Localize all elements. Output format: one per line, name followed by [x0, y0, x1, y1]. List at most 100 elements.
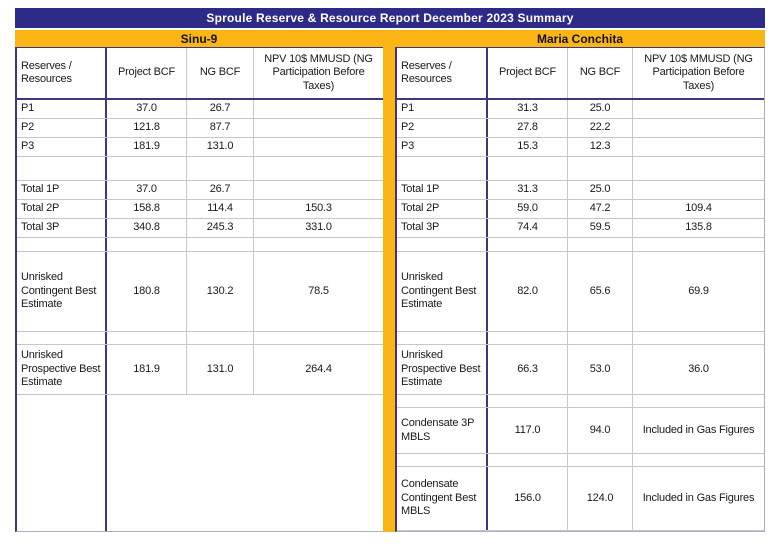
cell-ng-bcf: 94.0: [568, 408, 633, 453]
cell-ng-bcf: 12.3: [568, 138, 633, 156]
cell-project-bcf: 180.8: [107, 252, 187, 331]
cell-npv: [633, 332, 764, 344]
row-label: Total 2P: [17, 200, 107, 218]
cell-project-bcf: [488, 238, 568, 251]
header-row: Reserves / Resources Project BCF NG BCF …: [397, 48, 764, 100]
cell-ng-bcf: [568, 157, 633, 180]
cell-project-bcf: 31.3: [488, 100, 568, 118]
cell-project-bcf: 37.0: [107, 100, 187, 118]
cell-project-bcf: 82.0: [488, 252, 568, 331]
row-label: Total 3P: [17, 219, 107, 237]
cell-project-bcf: 117.0: [488, 408, 568, 453]
cell-ng-bcf: 131.0: [187, 138, 254, 156]
table-row: P3 15.3 12.3: [397, 138, 764, 157]
row-label: [17, 395, 107, 531]
row-label: Total 2P: [397, 200, 488, 218]
cell-npv: 36.0: [688, 362, 709, 375]
cell-ng-bcf: 131.0: [187, 345, 254, 394]
cell-project-bcf: 181.9: [107, 138, 187, 156]
row-label: [397, 157, 488, 180]
cell-npv: 135.8: [685, 221, 712, 234]
tables-body: Reserves / Resources Project BCF NG BCF …: [15, 47, 765, 532]
field-label-maria-conchita: Maria Conchita: [536, 31, 623, 46]
row-label: [17, 157, 107, 180]
row-label: P2: [397, 119, 488, 137]
cell-project-bcf: 156.0: [488, 467, 568, 530]
cell-ng-bcf: 25.0: [568, 181, 633, 199]
row-label: Total 3P: [397, 219, 488, 237]
cell-project-bcf: [107, 238, 187, 251]
cell-project-bcf: 158.8: [107, 200, 187, 218]
header-row: Reserves / Resources Project BCF NG BCF …: [17, 48, 383, 100]
row-label: P2: [17, 119, 107, 137]
table-row: Total 2P 158.8 114.4 150.3: [17, 200, 383, 219]
header-project-bcf: Project BCF: [488, 48, 568, 98]
table-row-blank: [17, 157, 383, 181]
field-band-sinu9: Sinu-9: [15, 30, 383, 47]
cell-project-bcf: [107, 157, 187, 180]
cell-npv: [254, 119, 383, 137]
empty-cell: [107, 395, 383, 531]
table-row: Total 3P 74.4 59.5 135.8: [397, 219, 764, 238]
header-reserves-resources: Reserves / Resources: [17, 48, 107, 98]
cell-npv: [633, 454, 764, 466]
cell-npv: Included in Gas Figures: [642, 491, 755, 504]
table-row-blank: [17, 238, 383, 252]
cell-project-bcf: [107, 332, 187, 344]
cell-project-bcf: 66.3: [488, 345, 568, 394]
header-npv: NPV 10$ MMUSD (NG Participation Before T…: [264, 53, 373, 92]
cell-npv: [254, 100, 383, 118]
cell-npv: [633, 238, 764, 251]
table-sinu9: Reserves / Resources Project BCF NG BCF …: [15, 47, 383, 532]
table-divider-strip: [383, 47, 395, 532]
cell-npv: [633, 157, 764, 180]
cell-npv: [633, 138, 764, 156]
row-label: Condensate Contingent Best MBLS: [397, 467, 488, 530]
cell-ng-bcf: 22.2: [568, 119, 633, 137]
cell-project-bcf: 27.8: [488, 119, 568, 137]
cell-ng-bcf: [187, 332, 254, 344]
row-label: Unrisked Prospective Best Estimate: [17, 345, 107, 394]
cell-npv: 109.4: [685, 202, 712, 215]
cell-ng-bcf: 245.3: [187, 219, 254, 237]
table-row-blank: [397, 395, 764, 408]
header-ng-bcf: NG BCF: [568, 48, 633, 98]
cell-ng-bcf: [568, 454, 633, 466]
table-row: Condensate Contingent Best MBLS 156.0 12…: [397, 467, 764, 531]
cell-npv: [254, 157, 383, 180]
row-label: Total 1P: [397, 181, 488, 199]
table-maria-conchita: Reserves / Resources Project BCF NG BCF …: [395, 47, 765, 532]
cell-ng-bcf: [568, 238, 633, 251]
field-band-divider: [383, 30, 395, 47]
cell-ng-bcf: 47.2: [568, 200, 633, 218]
cell-project-bcf: 181.9: [107, 345, 187, 394]
table-row: P1 37.0 26.7: [17, 100, 383, 119]
table-row-blank: [397, 332, 764, 345]
cell-ng-bcf: 114.4: [187, 200, 254, 218]
cell-npv: [633, 119, 764, 137]
table-row-blank: [397, 454, 764, 467]
cell-npv: [254, 138, 383, 156]
table-row: P2 121.8 87.7: [17, 119, 383, 138]
table-row: Total 1P 31.3 25.0: [397, 181, 764, 200]
row-label: Unrisked Contingent Best Estimate: [397, 252, 488, 331]
cell-project-bcf: 121.8: [107, 119, 187, 137]
row-label: [397, 332, 488, 344]
cell-npv: [254, 238, 383, 251]
report-table: Sproule Reserve & Resource Report Decemb…: [15, 8, 765, 532]
row-label: [397, 395, 488, 407]
cell-ng-bcf: 25.0: [568, 100, 633, 118]
cell-ng-bcf: [187, 157, 254, 180]
table-row: Unrisked Prospective Best Estimate 66.3 …: [397, 345, 764, 395]
cell-ng-bcf: 53.0: [568, 345, 633, 394]
header-project-bcf: Project BCF: [107, 48, 187, 98]
row-label: Total 1P: [17, 181, 107, 199]
cell-project-bcf: [488, 395, 568, 407]
report-title-bar: Sproule Reserve & Resource Report Decemb…: [15, 8, 765, 28]
cell-ng-bcf: [568, 332, 633, 344]
row-label: Unrisked Contingent Best Estimate: [17, 252, 107, 331]
table-row: Unrisked Contingent Best Estimate 180.8 …: [17, 252, 383, 332]
cell-npv: Included in Gas Figures: [642, 423, 755, 436]
cell-npv: 264.4: [305, 362, 332, 375]
row-label: [397, 238, 488, 251]
